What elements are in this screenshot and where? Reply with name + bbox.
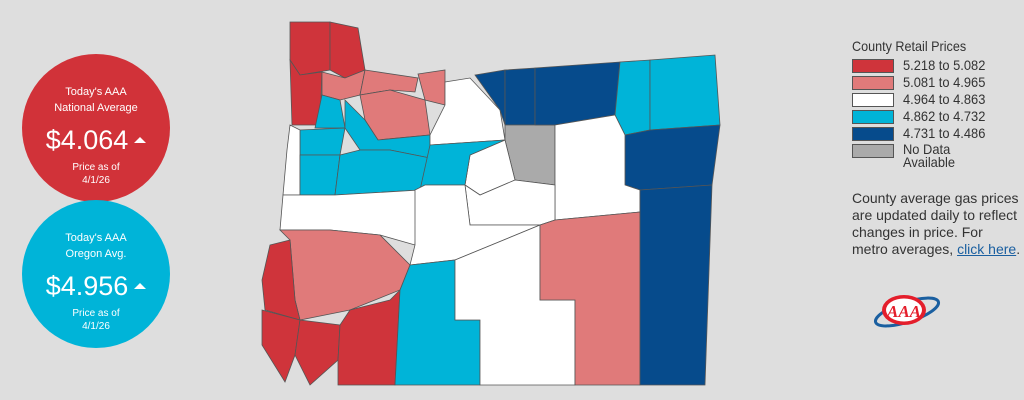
legend-swatch [852, 127, 894, 141]
county-region[interactable] [299, 127, 346, 156]
legend-swatch [852, 110, 894, 124]
county-region[interactable] [299, 154, 341, 196]
up-arrow-icon [134, 136, 147, 143]
county-region[interactable] [261, 309, 301, 383]
legend-swatch [852, 59, 894, 73]
national-title: Today's AAA [65, 86, 127, 98]
legend: County Retail Prices 5.218 to 5.082 5.081… [852, 38, 993, 169]
county-region[interactable] [624, 124, 721, 191]
up-arrow-icon [134, 282, 147, 289]
oregon-date-label: Price as of [72, 308, 120, 319]
legend-item: 5.218 to 5.082 [852, 58, 993, 75]
county-region[interactable] [649, 54, 721, 131]
national-average-badge: Today's AAA National Average $4.064 Price… [22, 54, 170, 202]
oregon-subtitle: Oregon Avg. [65, 248, 127, 260]
national-date-label: Price as of [72, 162, 120, 173]
county-region[interactable] [294, 319, 341, 386]
legend-label: 4.964 to 4.863 [903, 91, 986, 107]
metro-averages-link[interactable]: click here [957, 241, 1017, 257]
county-region[interactable] [539, 211, 641, 386]
note-end: . [1016, 241, 1021, 257]
legend-item: 5.081 to 4.965 [852, 75, 993, 92]
legend-label: 5.218 to 5.082 [903, 57, 986, 73]
legend-label: 4.731 to 4.486 [903, 125, 986, 141]
county-region[interactable] [614, 59, 651, 136]
county-region[interactable] [504, 67, 536, 126]
county-region[interactable] [334, 149, 431, 196]
aaa-logo: AAA [873, 295, 941, 328]
svg-text:AAA: AAA [886, 302, 921, 321]
county-region[interactable] [534, 61, 621, 126]
national-date: 4/1/26 [82, 175, 110, 186]
national-price: $4.064 [45, 125, 129, 155]
oregon-date: 4/1/26 [82, 321, 110, 332]
oregon-title: Today's AAA [65, 232, 127, 244]
county-region[interactable] [329, 21, 366, 79]
county-region[interactable] [359, 69, 419, 96]
legend-label: 5.081 to 4.965 [903, 74, 986, 90]
legend-item: 4.964 to 4.863 [852, 92, 993, 109]
update-note: County average gas prices are updated da… [852, 190, 1022, 258]
legend-swatch [852, 76, 894, 90]
legend-label: No Data Available [903, 141, 956, 170]
legend-item: 4.862 to 4.732 [852, 109, 993, 126]
national-subtitle: National Average [54, 102, 138, 114]
oregon-average-badge: Today's AAA Oregon Avg. $4.956 Price as o… [22, 200, 170, 348]
legend-label: 4.862 to 4.732 [903, 108, 986, 124]
legend-item: No Data Available [852, 142, 993, 169]
legend-swatch [852, 93, 894, 107]
legend-item: 4.731 to 4.486 [852, 126, 993, 143]
legend-swatch [852, 144, 894, 158]
oregon-price: $4.956 [45, 271, 129, 301]
county-region[interactable] [289, 21, 331, 76]
county-region[interactable] [639, 184, 713, 386]
legend-title: County Retail Prices [852, 38, 967, 54]
note-text: County average gas prices are updated da… [852, 190, 1019, 257]
county-region[interactable] [282, 124, 301, 196]
